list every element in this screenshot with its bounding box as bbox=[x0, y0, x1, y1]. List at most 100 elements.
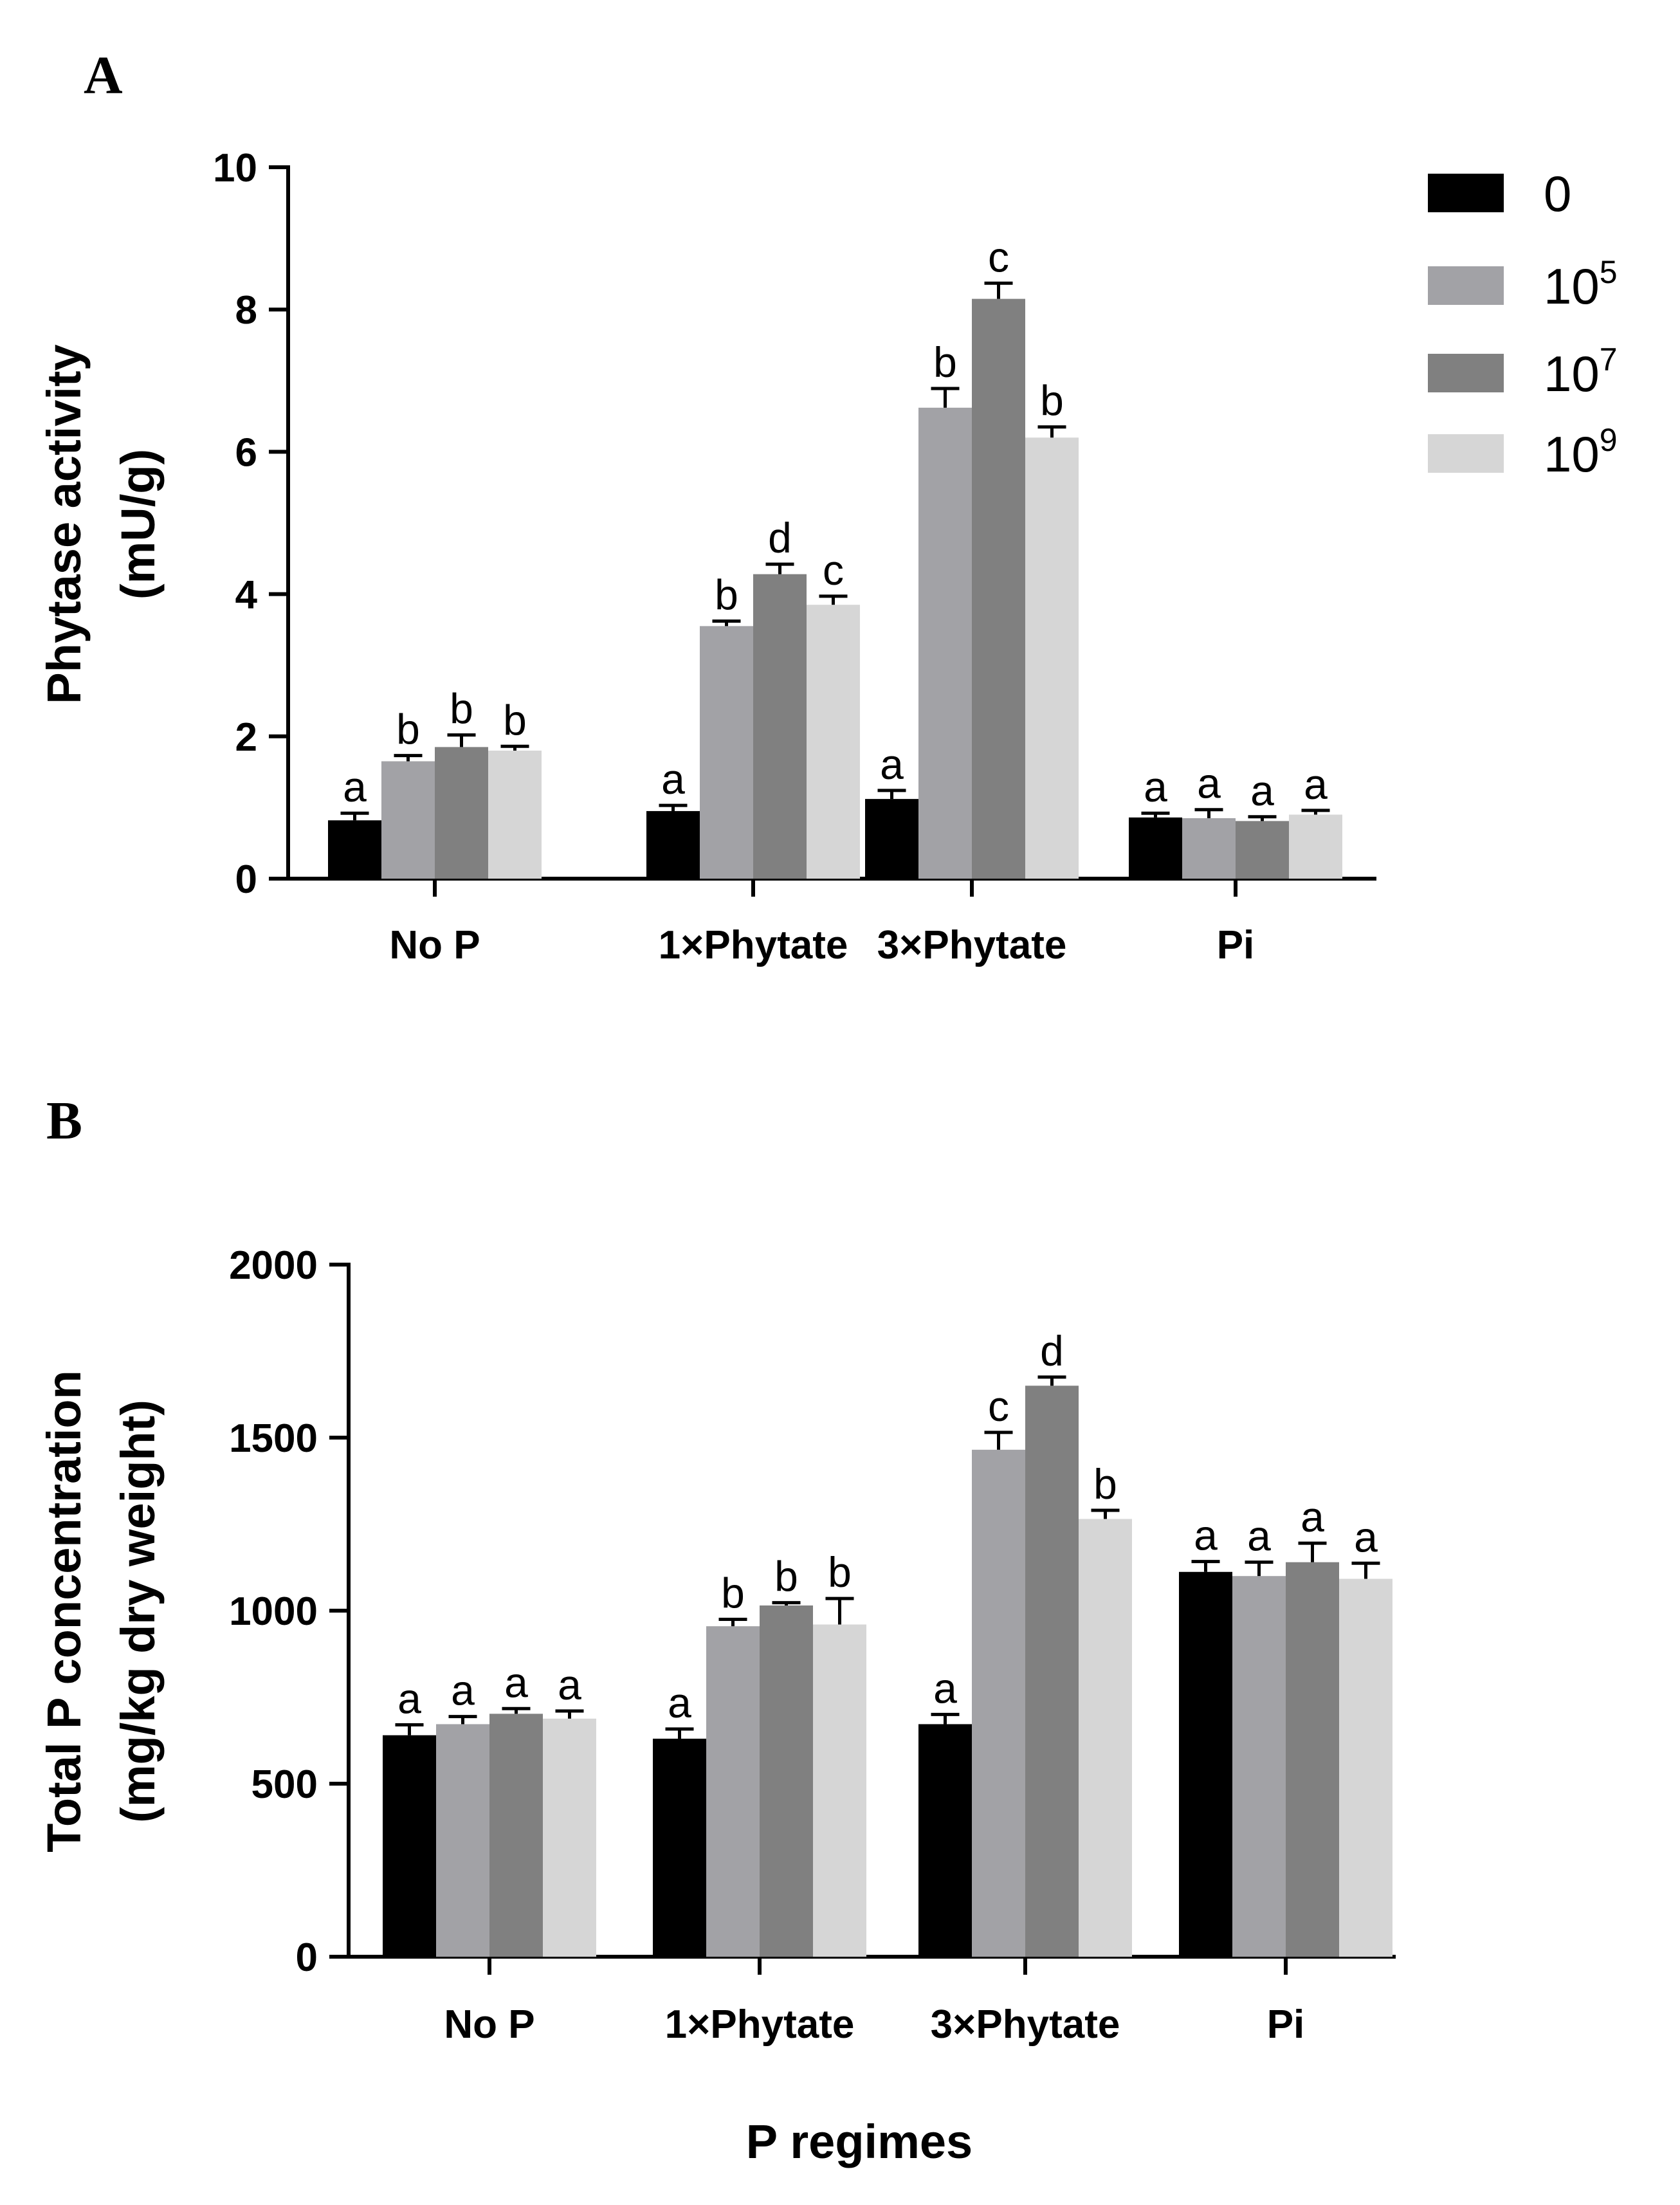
legend-swatch bbox=[1428, 354, 1504, 392]
bar bbox=[807, 605, 860, 879]
bar bbox=[489, 1714, 543, 1957]
bar bbox=[435, 747, 488, 879]
significance-letter: b bbox=[933, 338, 957, 386]
y-tick-label: 4 bbox=[235, 573, 258, 618]
bar bbox=[646, 810, 700, 879]
bar bbox=[436, 1724, 489, 1957]
y-tick-label: 0 bbox=[235, 857, 257, 902]
significance-letter: a bbox=[451, 1667, 475, 1714]
bar bbox=[1179, 1571, 1232, 1957]
bar bbox=[918, 407, 972, 879]
y-axis-title: Total P concentration bbox=[37, 1370, 91, 1853]
x-tick-label: No P bbox=[444, 2002, 534, 2047]
x-axis-title: P regimes bbox=[746, 2115, 972, 2168]
bar bbox=[1289, 814, 1342, 879]
significance-letter: b bbox=[774, 1553, 798, 1600]
legend-label: 107 bbox=[1544, 342, 1618, 402]
bar bbox=[918, 1724, 972, 1957]
x-tick-label: 3×Phytate bbox=[877, 923, 1067, 967]
y-tick-label: 1000 bbox=[229, 1589, 318, 1634]
panel-letter: A bbox=[84, 46, 123, 105]
significance-letter: b bbox=[721, 1569, 745, 1616]
significance-letter: b bbox=[1093, 1460, 1117, 1508]
x-tick-label: Pi bbox=[1267, 2002, 1305, 2047]
bar bbox=[813, 1624, 866, 1957]
significance-letter: c bbox=[823, 546, 844, 594]
significance-letter: b bbox=[450, 685, 473, 733]
x-tick-label: 3×Phytate bbox=[931, 2002, 1120, 2047]
significance-letter: a bbox=[661, 755, 685, 803]
significance-letter: a bbox=[1250, 767, 1274, 814]
y-tick-label: 500 bbox=[251, 1762, 318, 1807]
bar bbox=[1129, 817, 1182, 879]
bar bbox=[700, 626, 753, 879]
significance-letter: a bbox=[1144, 763, 1167, 810]
y-tick-label: 8 bbox=[235, 288, 257, 333]
legend-label: 105 bbox=[1544, 254, 1618, 315]
significance-letter: a bbox=[558, 1661, 581, 1708]
significance-letter: a bbox=[343, 763, 367, 810]
bar bbox=[1232, 1576, 1286, 1957]
significance-letter: a bbox=[1304, 760, 1328, 808]
significance-letter: b bbox=[715, 571, 738, 619]
y-axis-title-line2: (mU/g) bbox=[111, 449, 165, 599]
significance-letter: a bbox=[1247, 1512, 1271, 1560]
bar bbox=[706, 1626, 760, 1957]
y-tick-label: 2000 bbox=[229, 1243, 318, 1288]
x-tick-label: 1×Phytate bbox=[659, 923, 848, 967]
panel-letter: B bbox=[46, 1091, 82, 1151]
bar bbox=[543, 1718, 596, 1957]
y-tick-label: 2 bbox=[235, 715, 257, 760]
significance-letter: a bbox=[880, 740, 904, 788]
significance-letter: a bbox=[933, 1664, 957, 1712]
y-tick-label: 0 bbox=[296, 1935, 318, 1980]
bar bbox=[381, 761, 435, 879]
significance-letter: c bbox=[988, 233, 1009, 280]
legend: 0 105 107 109 bbox=[1428, 165, 1618, 482]
significance-letter: d bbox=[768, 514, 792, 562]
bar bbox=[653, 1739, 706, 1957]
y-axis-title-line2: (mg/kg dry weight) bbox=[111, 1400, 165, 1823]
significance-letter: d bbox=[1040, 1327, 1064, 1375]
bar bbox=[328, 820, 381, 879]
bar bbox=[1025, 437, 1079, 879]
bar bbox=[972, 1449, 1025, 1957]
bar bbox=[1286, 1562, 1339, 1957]
significance-letter: b bbox=[1040, 377, 1064, 425]
bar bbox=[1079, 1519, 1132, 1957]
y-axis-title: Phytase activity bbox=[37, 344, 91, 704]
legend-swatch bbox=[1428, 174, 1504, 212]
bar bbox=[865, 799, 918, 879]
y-tick-label: 6 bbox=[235, 430, 257, 475]
bar bbox=[1236, 821, 1289, 879]
bar bbox=[383, 1735, 436, 1957]
legend-swatch bbox=[1428, 434, 1504, 473]
significance-letter: a bbox=[668, 1679, 691, 1726]
legend-label: 109 bbox=[1544, 422, 1618, 482]
y-tick-label: 10 bbox=[213, 146, 257, 190]
x-tick-label: 1×Phytate bbox=[665, 2002, 855, 2047]
legend-label: 0 bbox=[1544, 165, 1571, 222]
bar bbox=[1339, 1578, 1392, 1957]
bar bbox=[1182, 818, 1236, 879]
significance-letter: b bbox=[828, 1548, 852, 1596]
significance-letter: a bbox=[1354, 1513, 1378, 1560]
significance-letter: a bbox=[1301, 1493, 1324, 1541]
significance-letter: a bbox=[1197, 760, 1221, 807]
significance-letter: c bbox=[988, 1382, 1009, 1430]
significance-letter: a bbox=[1194, 1512, 1218, 1559]
significance-letter: a bbox=[397, 1675, 421, 1723]
significance-letter: a bbox=[504, 1658, 528, 1706]
x-tick-label: No P bbox=[389, 923, 480, 967]
bar bbox=[972, 298, 1025, 879]
y-tick-label: 1500 bbox=[229, 1416, 318, 1461]
bar bbox=[488, 750, 542, 879]
legend-swatch bbox=[1428, 266, 1504, 305]
bar bbox=[1025, 1386, 1079, 1957]
bar bbox=[753, 574, 807, 879]
x-tick-label: Pi bbox=[1217, 923, 1255, 967]
significance-letter: b bbox=[396, 706, 420, 753]
